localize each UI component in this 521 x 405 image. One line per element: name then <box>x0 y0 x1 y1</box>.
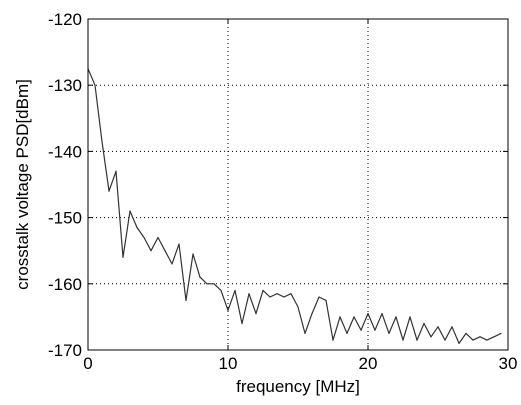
data-point <box>115 170 117 172</box>
data-point <box>234 289 236 292</box>
data-point <box>213 283 215 285</box>
data-point <box>283 296 285 298</box>
data-point <box>297 306 299 308</box>
data-point <box>367 312 369 315</box>
series-layer <box>87 68 502 344</box>
series-line <box>87 68 502 344</box>
data-point <box>465 332 467 335</box>
data-point <box>178 243 180 245</box>
data-point <box>164 250 166 252</box>
x-axis-label: frequency [MHz] <box>236 377 360 396</box>
data-point <box>276 293 278 295</box>
data-point <box>416 339 418 341</box>
data-point <box>388 332 390 335</box>
ticks: 0 10 20 30 -170 -160 -150 -140 -130 -120 <box>48 10 517 373</box>
data-point <box>318 296 320 298</box>
data-point <box>472 339 474 341</box>
y-tick-label: -160 <box>48 275 82 294</box>
data-point <box>451 326 453 328</box>
data-point <box>101 140 103 143</box>
data-point <box>136 226 138 229</box>
data-point <box>129 210 131 212</box>
data-point <box>185 299 187 301</box>
data-point <box>493 336 495 338</box>
data-point <box>395 316 397 318</box>
data-point <box>346 332 348 335</box>
data-point <box>444 339 446 341</box>
x-tick-label: 0 <box>83 354 92 373</box>
y-tick-label: -150 <box>48 209 82 228</box>
data-point <box>199 276 201 278</box>
data-point <box>374 329 376 331</box>
y-tick-label: -130 <box>48 76 82 95</box>
data-point <box>143 236 145 239</box>
data-point <box>290 293 292 295</box>
data-point <box>423 322 425 325</box>
y-tick-label: -170 <box>48 341 82 360</box>
x-tick-label: 30 <box>499 354 518 373</box>
data-point <box>409 316 411 318</box>
data-point <box>227 309 229 311</box>
data-point <box>262 289 264 292</box>
y-tick-label: -120 <box>48 10 82 29</box>
data-point <box>241 322 243 325</box>
plot-frame <box>87 18 509 351</box>
data-point <box>325 299 327 301</box>
y-tick-label: -140 <box>48 142 82 161</box>
data-point <box>381 312 383 315</box>
data-point <box>171 263 173 265</box>
data-point <box>192 253 194 255</box>
x-tick-label: 10 <box>219 354 238 373</box>
data-point <box>360 329 362 331</box>
data-point <box>108 190 110 192</box>
data-point <box>248 293 250 295</box>
data-point <box>269 296 271 298</box>
data-point <box>458 342 460 344</box>
data-point <box>479 336 481 338</box>
data-point <box>311 312 313 315</box>
data-point <box>150 250 152 252</box>
data-point <box>486 339 488 341</box>
data-point <box>402 339 404 341</box>
data-point <box>353 316 355 318</box>
data-point <box>332 339 334 341</box>
x-tick-label: 20 <box>359 354 378 373</box>
y-axis-label: crosstalk voltage PSD[dBm] <box>13 79 32 290</box>
data-point <box>500 332 502 335</box>
data-point <box>94 84 96 86</box>
data-point <box>122 256 124 258</box>
data-point <box>304 332 306 335</box>
data-point <box>339 316 341 318</box>
data-point <box>437 326 439 328</box>
data-point <box>206 283 208 285</box>
data-point <box>255 312 257 315</box>
data-point <box>157 236 159 239</box>
data-point <box>220 289 222 292</box>
data-point <box>430 336 432 338</box>
